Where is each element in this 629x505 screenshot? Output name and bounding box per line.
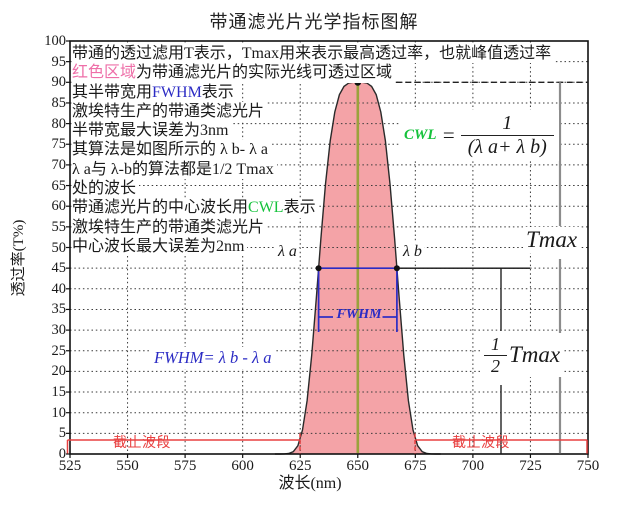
y-tick-label: 15 — [51, 384, 67, 401]
note-line: 其算法是如图所示的 λ b- λ a — [72, 140, 271, 160]
cwl-denominator: (λ a+ λ b) — [460, 135, 554, 159]
fwhm-label: FWHM — [336, 307, 382, 322]
note-segment: 中心波长最大误差为2nm — [72, 237, 245, 255]
note-segment: 为带通滤光片的实际光线可透过区域 — [136, 64, 393, 82]
note-segment: 激埃特生产的带通类滤光片 — [72, 218, 265, 236]
note-segment: FWHM — [152, 83, 202, 101]
y-tick-label: 30 — [51, 322, 67, 339]
note-line: 半带宽最大误差为3nm — [72, 121, 232, 141]
x-tick-label: 600 — [231, 458, 254, 474]
y-tick-label: 20 — [51, 363, 67, 380]
lambda-b-marker-dot — [393, 265, 400, 272]
cwl-fraction: 1 (λ a+ λ b) — [460, 112, 554, 159]
note-segment: 激埃特生产的带通类滤光片 — [72, 102, 265, 120]
x-tick-label: 650 — [346, 458, 370, 474]
note-line: 带通的透过滤用T表示，Tmax用来表示最高透过率，也就峰值透过率 — [72, 44, 555, 64]
y-tick-label: 25 — [51, 342, 67, 359]
y-tick-label: 70 — [51, 156, 67, 173]
half-fraction: 1 2 — [484, 334, 507, 376]
y-tick-label: 50 — [51, 239, 67, 256]
y-tick-label: 35 — [51, 301, 67, 318]
half-tmax-word: Tmax — [509, 342, 561, 368]
note-line: 中心波长最大误差为2nm — [72, 236, 248, 257]
note-line: 激埃特生产的带通类滤光片 — [72, 101, 268, 122]
y-tick-label: 40 — [51, 280, 67, 297]
note-line: 红色区域为带通滤光片的实际光线可透过区域 — [72, 63, 396, 83]
lambda-a-label: λ a — [276, 243, 299, 261]
fwhm-formula: FWHM= λ b - λ a — [150, 347, 276, 369]
note-segment: 其算法是如图所示的 λ b- λ a — [72, 141, 268, 159]
note-line: 激埃特生产的带通类滤光片 — [72, 217, 268, 237]
lambda-a-marker-dot — [315, 265, 322, 272]
cwl-numerator: 1 — [502, 112, 513, 134]
note-line: 处的波长 — [72, 179, 140, 199]
note-segment: 其半带宽用 — [72, 83, 153, 101]
note-segment: 红色区域 — [72, 64, 137, 82]
y-tick-label: 65 — [51, 177, 67, 194]
note-segment: 带通的透过滤用T表示，Tmax用来表示最高透过率，也就峰值透过率 — [72, 45, 552, 62]
y-tick-label: 0 — [58, 446, 66, 462]
note-segment: 表示 — [283, 199, 316, 217]
note-segment: CWL — [248, 199, 284, 217]
notes-block: 带通的透过滤用T表示，Tmax用来表示最高透过率，也就峰值透过率 红色区域为带通滤… — [72, 44, 555, 257]
y-axis-title: 透过率(T%) — [11, 219, 27, 297]
note-segment: 处的波长 — [72, 180, 137, 198]
y-tick-label: 5 — [58, 425, 66, 442]
y-tick-label: 80 — [51, 115, 67, 132]
y-tick-label: 100 — [44, 33, 66, 49]
cutoff-band-right-line — [415, 439, 588, 454]
x-tick-label: 525 — [58, 458, 82, 474]
y-tick-label: 95 — [51, 53, 67, 70]
y-tick-label: 10 — [51, 404, 67, 421]
half-tmax-label: 1 2 Tmax — [481, 333, 564, 378]
note-line: 带通滤光片的中心波长用CWL表示 — [72, 198, 319, 218]
x-tick-label: 675 — [404, 458, 427, 474]
page-title: 带通滤光片光学指标图解 — [209, 12, 419, 32]
tmax-label: Tmax — [523, 227, 581, 253]
cutoff-band-left-line — [66, 439, 300, 454]
x-tick-label: 625 — [288, 458, 312, 474]
axis-ticks — [66, 40, 589, 458]
y-tick-label: 55 — [51, 218, 67, 235]
x-tick-label: 700 — [461, 458, 485, 474]
half-numerator: 1 — [491, 334, 500, 354]
half-denominator: 2 — [484, 354, 507, 377]
note-segment: 表示 — [201, 83, 234, 101]
cutoff-band-right-label: 截止波段 — [452, 436, 510, 451]
note-segment: 带通滤光片的中心波长用 — [72, 199, 249, 217]
x-tick-label: 725 — [519, 458, 542, 474]
x-axis-title: 波长(nm) — [278, 475, 342, 492]
cwl-word: CWL — [404, 127, 437, 143]
x-tick-label: 750 — [576, 458, 600, 474]
cwl-formula: CWL = 1 (λ a+ λ b) — [399, 110, 559, 161]
equals-sign: = — [441, 123, 456, 147]
x-tick-label: 550 — [116, 458, 139, 474]
note-segment: 半带宽最大误差为3nm — [72, 122, 229, 140]
lambda-b-label: λ b — [401, 243, 424, 261]
y-tick-label: 90 — [51, 74, 67, 91]
y-tick-label: 75 — [51, 136, 67, 153]
note-segment: λ a与 λ-b的算法都是1/2 Tmax — [72, 160, 274, 178]
y-tick-label: 85 — [51, 94, 67, 111]
x-tick-label: 575 — [173, 458, 197, 474]
y-tick-label: 45 — [51, 260, 67, 277]
cutoff-band-left-label: 截止波段 — [113, 436, 171, 451]
y-tick-label: 60 — [51, 198, 67, 215]
note-line: λ a与 λ-b的算法都是1/2 Tmax — [72, 159, 277, 180]
note-line: 其半带宽用FWHM表示 — [72, 82, 237, 102]
